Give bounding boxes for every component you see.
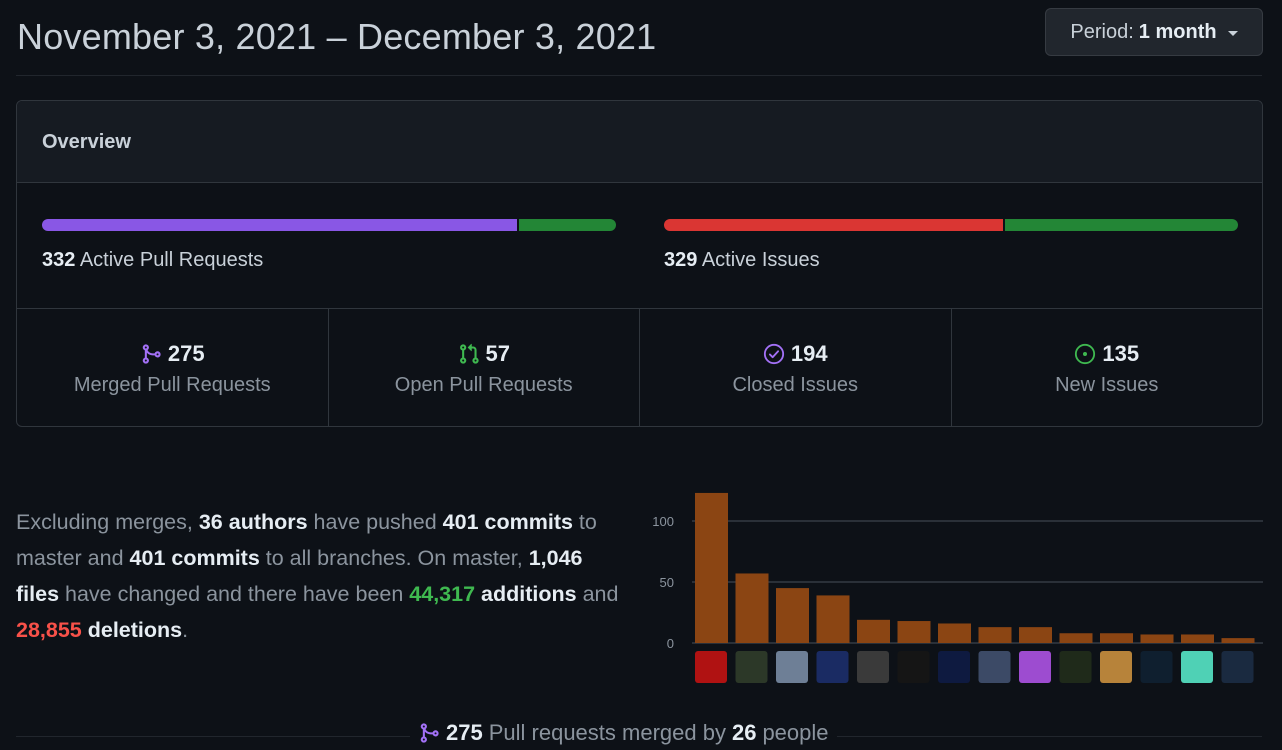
- contributor-bar[interactable]: [735, 573, 769, 643]
- overview-stats: 275 Merged Pull Requests 57 Open Pull Re…: [17, 309, 1263, 426]
- contributor-avatar[interactable]: [1221, 651, 1254, 683]
- issue-closed-icon: [763, 343, 784, 365]
- stat-closed-issues[interactable]: 194 Closed Issues: [640, 309, 952, 426]
- contributor-bar[interactable]: [1221, 638, 1255, 643]
- additions-word: additions: [475, 582, 577, 606]
- open-pr-count: 57: [485, 341, 510, 366]
- contributor-bar[interactable]: [1181, 634, 1214, 643]
- open-pr-label: Open Pull Requests: [394, 374, 573, 396]
- contributor-avatar[interactable]: [978, 651, 1011, 683]
- contributor-bar[interactable]: [816, 595, 850, 643]
- active-issues-count: 329: [664, 249, 698, 271]
- active-issues-text: Active Issues: [701, 249, 820, 271]
- active-pr-count: 332: [42, 249, 76, 271]
- period-label: Period:: [1070, 20, 1134, 43]
- stat-merged-pull-requests[interactable]: 275 Merged Pull Requests: [17, 309, 329, 426]
- authors-count: 36 authors: [198, 510, 308, 534]
- contributor-avatar[interactable]: [695, 651, 727, 683]
- overview-bars: 332 Active Pull Requests 329 Active Issu…: [17, 183, 1262, 309]
- period-value: 1 month: [1138, 20, 1217, 43]
- merged-segment: [42, 219, 518, 231]
- new-segment: [1004, 219, 1238, 231]
- active-pr-text: Active Pull Requests: [79, 249, 264, 271]
- summary-text: to master and: [16, 510, 597, 570]
- issues-progress-bar[interactable]: [664, 219, 1238, 231]
- files-changed-count: 1,046 files: [16, 546, 583, 606]
- merged-count: 275: [446, 720, 483, 745]
- summary-text: Excluding merges,: [16, 510, 199, 534]
- contributor-avatar[interactable]: [1140, 651, 1173, 683]
- contributor-bar[interactable]: [978, 627, 1012, 643]
- open-segment: [519, 219, 616, 231]
- summary-text: and: [576, 582, 619, 606]
- contributor-bar[interactable]: [938, 623, 971, 643]
- contributor-avatar[interactable]: [1181, 651, 1213, 683]
- git-merge-icon: [420, 723, 439, 743]
- contributor-bar[interactable]: [1059, 633, 1093, 643]
- summary-text: to all branches. On master,: [259, 546, 529, 570]
- commit-summary: Excluding merges, 36 authors have pushed…: [16, 504, 626, 648]
- pull-requests-progress-bar[interactable]: [42, 219, 616, 231]
- new-issues-count: 135: [1102, 341, 1140, 366]
- active-pull-requests-label[interactable]: 332 Active Pull Requests: [42, 249, 263, 272]
- merged-pr-label: Merged Pull Requests: [73, 374, 271, 396]
- footer-text: people: [762, 720, 829, 745]
- new-issues-label: New Issues: [1055, 374, 1159, 396]
- additions-count: 44,317: [409, 582, 476, 606]
- contributor-avatar[interactable]: [1100, 651, 1132, 683]
- caret-down-icon: [1227, 30, 1238, 36]
- git-pull-request-icon: [459, 343, 479, 364]
- contributor-avatar[interactable]: [776, 651, 808, 683]
- merged-pr-count: 275: [167, 341, 205, 366]
- overview-panel: Overview 332 Active Pull Requests 329 Ac…: [16, 100, 1263, 427]
- y-tick-label: 50: [660, 575, 674, 590]
- period-dropdown-button[interactable]: Period: 1 month: [1045, 8, 1263, 56]
- contributor-avatar[interactable]: [897, 651, 930, 683]
- closed-segment: [664, 219, 1003, 231]
- contributor-bar[interactable]: [776, 588, 809, 643]
- contributor-bar[interactable]: [897, 621, 931, 643]
- closed-issues-label: Closed Issues: [732, 374, 859, 396]
- closed-issues-count: 194: [790, 341, 828, 366]
- stat-open-pull-requests[interactable]: 57 Open Pull Requests: [329, 309, 640, 426]
- deletions-word: deletions: [81, 618, 183, 642]
- contributor-avatar[interactable]: [938, 651, 970, 683]
- contributor-avatar[interactable]: [735, 651, 768, 683]
- contributor-bar[interactable]: [857, 619, 890, 643]
- contributor-avatar[interactable]: [816, 651, 849, 683]
- contributor-avatar[interactable]: [1059, 651, 1092, 683]
- git-merge-icon: [142, 344, 161, 364]
- y-tick-label: 100: [652, 514, 674, 529]
- stat-new-issues[interactable]: 135 New Issues: [952, 309, 1263, 426]
- people-count: 26: [731, 720, 757, 745]
- contributor-bar[interactable]: [1140, 634, 1174, 643]
- issue-opened-icon: [1075, 343, 1096, 365]
- contributor-bar[interactable]: [1100, 633, 1133, 643]
- footer-text: Pull requests merged by: [488, 720, 726, 745]
- contributor-avatar[interactable]: [1019, 651, 1051, 683]
- contributor-bar[interactable]: [695, 492, 728, 643]
- active-issues-label[interactable]: 329 Active Issues: [664, 249, 820, 272]
- contributors-bar-chart: 0 50 100: [652, 492, 1263, 683]
- overview-heading: Overview: [17, 101, 1262, 183]
- contributor-avatar[interactable]: [857, 651, 889, 683]
- contributor-bar[interactable]: [1019, 627, 1052, 643]
- commits-all-count: 401 commits: [129, 546, 260, 570]
- summary-text: have changed and there have been: [59, 582, 410, 606]
- summary-text: have pushed: [307, 510, 443, 534]
- commits-master-count: 401 commits: [442, 510, 573, 534]
- deletions-count: 28,855: [16, 618, 82, 642]
- summary-text: .: [182, 618, 189, 642]
- merged-pull-requests-footer[interactable]: 275 Pull requests merged by 26 people: [410, 716, 837, 750]
- y-tick-label: 0: [667, 636, 674, 651]
- page-header: November 3, 2021 – December 3, 2021 Peri…: [16, 0, 1263, 76]
- page-title: November 3, 2021 – December 3, 2021: [17, 16, 657, 57]
